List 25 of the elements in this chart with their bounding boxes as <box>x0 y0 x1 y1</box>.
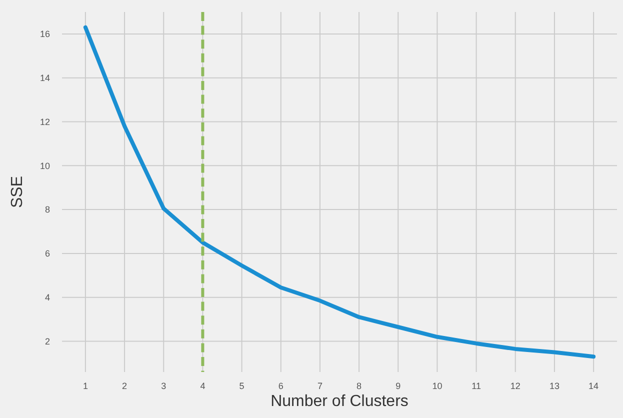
y-tick-label: 2 <box>44 336 50 346</box>
y-axis-title: SSE <box>9 176 26 208</box>
y-tick-label: 6 <box>44 248 50 259</box>
y-tick-label: 8 <box>44 204 50 215</box>
y-tick-label: 14 <box>40 73 50 84</box>
x-axis-title: Number of Clusters <box>270 393 408 410</box>
x-tick-label: 6 <box>278 381 284 391</box>
x-tick-label: 8 <box>356 381 362 391</box>
x-tick-label: 13 <box>549 381 560 391</box>
y-tick-label: 4 <box>44 292 50 303</box>
x-tick-label: 3 <box>161 381 166 391</box>
x-tick-label: 4 <box>200 381 206 391</box>
x-tick-label: 14 <box>588 381 599 391</box>
x-tick-label: 9 <box>396 381 401 391</box>
y-tick-label: 10 <box>40 160 50 171</box>
x-tick-label: 2 <box>122 381 128 391</box>
x-tick-label: 11 <box>472 381 481 391</box>
x-tick-label: 10 <box>432 381 442 391</box>
y-tick-label: 12 <box>40 116 50 127</box>
x-tick-label: 7 <box>317 381 322 391</box>
y-tick-label: 16 <box>40 29 50 40</box>
line-series <box>83 25 596 359</box>
x-tick-label: 1 <box>82 381 88 391</box>
x-tick-label: 5 <box>239 381 244 391</box>
x-tick-label: 12 <box>510 381 520 391</box>
